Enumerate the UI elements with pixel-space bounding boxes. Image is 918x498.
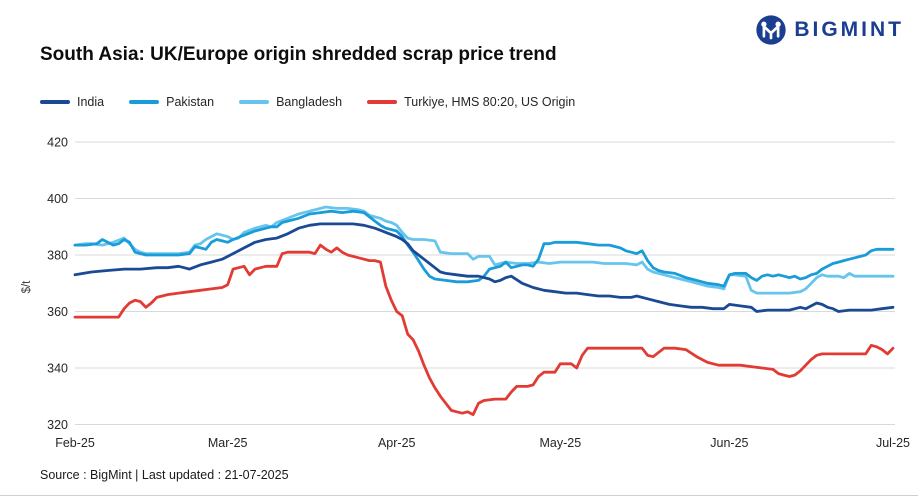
x-tick-label-Jul-25: Jul-25	[876, 436, 910, 450]
y-tick-label-380: 380	[47, 249, 68, 263]
y-tick-label-420: 420	[47, 136, 68, 150]
legend-label-bangladesh: Bangladesh	[276, 95, 343, 109]
legend-label-india: India	[77, 95, 105, 109]
legend-swatch-turkiye-hms-80-20-us-origin	[367, 100, 398, 104]
page-title: South Asia: UK/Europe origin shredded sc…	[40, 44, 557, 65]
x-tick-label-Feb-25: Feb-25	[55, 436, 95, 450]
legend-swatch-pakistan	[129, 100, 160, 104]
series-line-turkiye-hms-80-20-us-origin	[73, 243, 895, 417]
y-tick-label-340: 340	[47, 362, 68, 376]
bottom-divider	[0, 495, 918, 496]
legend-swatch-india	[40, 100, 70, 104]
legend-item-india[interactable]: India	[40, 95, 104, 109]
source-text: Source : BigMint | Last updated : 21-07-…	[40, 468, 289, 482]
legend-item-bangladesh[interactable]: Bangladesh	[239, 95, 342, 109]
chart-legend: India Pakistan Bangladesh Turkiye, HMS 80:2…	[40, 95, 600, 109]
legend-item-pakistan[interactable]: Pakistan	[129, 95, 214, 109]
x-tick-label-Mar-25: Mar-25	[208, 436, 248, 450]
legend-item-turkiye-hms-80-20-us-origin[interactable]: Turkiye, HMS 80:20, US Origin	[367, 95, 575, 109]
x-tick-label-May-25: May-25	[540, 436, 582, 450]
x-tick-label-Apr-25: Apr-25	[378, 436, 416, 450]
legend-swatch-bangladesh	[239, 100, 270, 104]
legend-label-turkiye-hms-80-20-us-origin: Turkiye, HMS 80:20, US Origin	[404, 95, 576, 109]
series-line-india	[73, 222, 895, 313]
y-tick-label-360: 360	[47, 305, 68, 319]
x-tick-label-Jun-25: Jun-25	[710, 436, 748, 450]
y-tick-label-400: 400	[47, 192, 68, 206]
series-line-bangladesh	[73, 205, 895, 295]
legend-label-pakistan: Pakistan	[166, 95, 215, 109]
series-line-pakistan	[73, 209, 895, 288]
logo-wordmark: BIGMINT	[794, 18, 904, 41]
bigmint-logo: BIGMINT	[755, 14, 904, 46]
y-tick-label-320: 320	[47, 418, 68, 432]
y-axis-label: $/t	[21, 280, 33, 294]
bigmint-monogram-icon	[756, 15, 787, 45]
